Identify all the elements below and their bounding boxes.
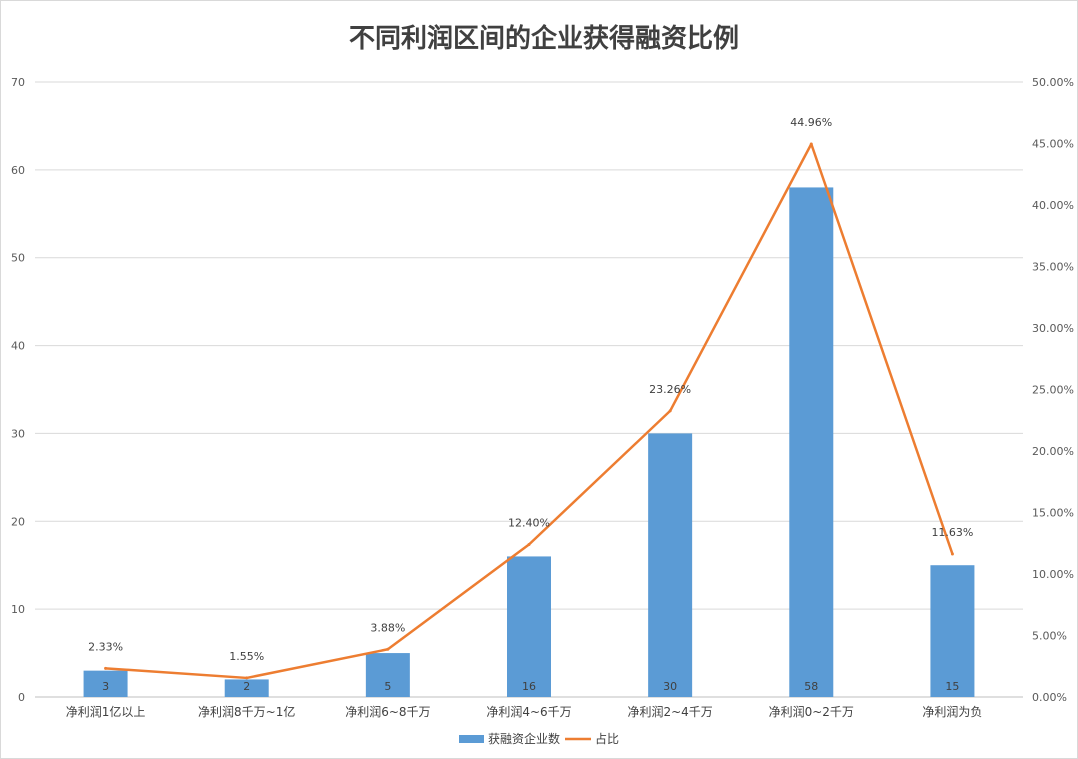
line-point <box>245 676 249 680</box>
right-axis-tick-label: 15.00% <box>1032 507 1074 520</box>
right-axis-tick-label: 35.00% <box>1032 261 1074 274</box>
bar-data-label: 3 <box>102 680 109 693</box>
category-label: 净利润8千万~1亿 <box>198 704 295 719</box>
line-data-label: 1.55% <box>229 650 264 663</box>
left-axis: 0 10 20 30 40 50 60 70 <box>11 76 25 704</box>
line-data-label: 3.88% <box>370 621 405 634</box>
left-axis-tick-label: 30 <box>11 427 25 440</box>
right-axis-tick-label: 25.00% <box>1032 384 1074 397</box>
legend: 获融资企业数 占比 <box>459 731 619 746</box>
bar <box>224 679 269 697</box>
category-label: 净利润0~2千万 <box>769 705 854 719</box>
right-axis-tick-label: 50.00% <box>1032 76 1074 89</box>
bar <box>789 187 834 697</box>
line-point <box>386 647 390 651</box>
right-axis-tick-label: 45.00% <box>1032 138 1074 151</box>
gridlines <box>35 81 1023 698</box>
chart-title: 不同利润区间的企业获得融资比例 <box>349 23 739 54</box>
bar-data-label: 58 <box>804 680 818 693</box>
legend-swatch-bars <box>459 735 484 743</box>
left-axis-tick-label: 10 <box>11 603 25 616</box>
left-axis-tick-label: 70 <box>11 76 25 89</box>
line-point <box>809 142 813 146</box>
bar-series: 3 2 5 16 30 58 15 <box>83 187 975 697</box>
category-label: 净利润为负 <box>922 705 982 719</box>
line-data-label: 12.40% <box>508 516 550 529</box>
bar <box>83 670 128 697</box>
bar-data-label: 30 <box>663 680 677 693</box>
line-point <box>104 666 108 670</box>
right-axis-tick-label: 20.00% <box>1032 445 1074 458</box>
bar <box>930 565 975 697</box>
left-axis-tick-label: 20 <box>11 515 25 528</box>
legend-label-line: 占比 <box>595 731 619 746</box>
bar <box>507 556 551 697</box>
line-data-label: 44.96% <box>790 116 832 129</box>
category-label: 净利润1亿以上 <box>66 704 146 719</box>
bar <box>365 653 410 697</box>
line-point <box>527 542 531 546</box>
bar-data-label: 2 <box>243 680 250 693</box>
right-axis-tick-label: 10.00% <box>1032 568 1074 581</box>
left-axis-tick-label: 60 <box>11 164 25 177</box>
line-point <box>668 409 672 413</box>
left-axis-tick-label: 0 <box>18 691 25 704</box>
left-axis-tick-label: 40 <box>11 340 25 353</box>
line-data-label: 23.26% <box>649 383 691 396</box>
right-axis-tick-label: 0.00% <box>1032 691 1067 704</box>
category-label: 净利润4~6千万 <box>486 705 571 719</box>
left-axis-tick-label: 50 <box>11 252 25 265</box>
line-data-label: 11.63% <box>931 526 973 539</box>
line-data-label: 2.33% <box>88 640 123 653</box>
legend-label-bars: 获融资企业数 <box>488 731 560 746</box>
bar-data-label: 5 <box>384 680 391 693</box>
right-axis-tick-label: 30.00% <box>1032 322 1074 335</box>
bar-data-label: 15 <box>945 680 959 693</box>
right-axis: 0.00% 5.00% 10.00% 15.00% 20.00% 25.00% 30.00%… <box>1032 76 1074 704</box>
x-axis: 净利润1亿以上 净利润8千万~1亿 净利润6~8千万 净利润4~6千万 净利润2~4千万… <box>66 704 983 719</box>
bar <box>648 433 693 697</box>
category-label: 净利润2~4千万 <box>627 705 712 719</box>
right-axis-tick-label: 5.00% <box>1032 630 1067 643</box>
bar-data-label: 16 <box>522 680 536 693</box>
line-series: 2.33% 1.55% 3.88% 12.40% 23.26% 44.96% 11.63% <box>88 116 973 680</box>
right-axis-tick-label: 40.00% <box>1032 199 1074 212</box>
category-label: 净利润6~8千万 <box>345 705 430 719</box>
line-point <box>950 552 954 556</box>
